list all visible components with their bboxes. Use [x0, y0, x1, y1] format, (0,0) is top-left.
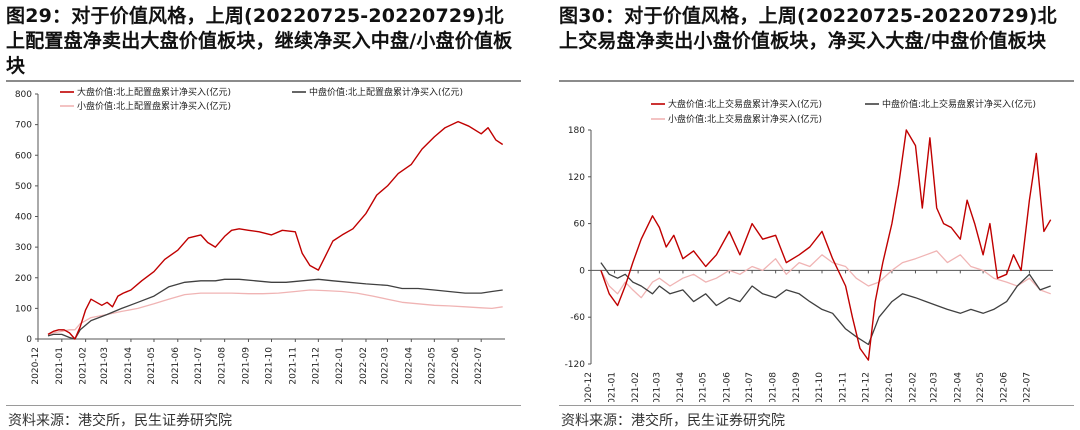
x-tick-label: 2021-04 — [124, 347, 134, 385]
x-tick-label: 2022-06 — [451, 347, 461, 385]
x-tick-label: 2021-03 — [100, 347, 110, 385]
series-line-large — [47, 120, 504, 340]
series-line-small — [47, 289, 503, 336]
figure-29-panel: 图29：对于价值风格，上周(20220725-20220729)北上配置盘净卖出… — [0, 0, 530, 430]
legend-label-mid: 中盘价值:北上交易盘累计净买入(亿元) — [882, 98, 1036, 110]
legend-label-large: 大盘价值:北上交易盘累计净买入(亿元) — [668, 98, 822, 110]
series-line-small — [600, 250, 1051, 299]
x-tick-label: 2022-04 — [953, 372, 963, 402]
x-tick-label: 2021-02 — [631, 372, 641, 402]
legend-label-large: 大盘价值:北上配置盘累计净买入(亿元) — [77, 86, 231, 98]
x-tick-label: 2022-01 — [885, 372, 895, 402]
x-tick-label: 2021-03 — [652, 372, 662, 402]
y-tick-label: 800 — [15, 90, 32, 100]
figure-title: 图29：对于价值风格，上周(20220725-20220729)北上配置盘净卖出… — [6, 5, 513, 77]
x-tick-label: 2022-07 — [474, 347, 484, 385]
x-tick-label: 2022-06 — [1000, 372, 1010, 402]
y-tick-label: 400 — [15, 213, 32, 223]
x-tick-label: 2021-11 — [839, 372, 849, 402]
x-tick-label: 2021-01 — [608, 372, 618, 402]
x-tick-label: 2021-09 — [241, 347, 251, 385]
y-tick-label: -60 — [570, 313, 585, 323]
x-tick-label: 2020-12 — [31, 347, 41, 385]
y-tick-label: 0 — [26, 335, 32, 345]
figure-source: 资料来源：港交所，民生证券研究院 — [561, 413, 785, 429]
y-tick-label: 500 — [15, 182, 32, 192]
x-tick-label: 2021-10 — [815, 372, 825, 402]
x-tick-label: 2021-08 — [218, 347, 228, 385]
x-tick-label: 2022-03 — [930, 372, 940, 402]
x-tick-label: 2021-04 — [676, 372, 686, 402]
x-tick-label: 2021-09 — [792, 372, 802, 402]
x-tick-label: 2022-05 — [976, 372, 986, 402]
legend-label-small: 小盘价值:北上配置盘累计净买入(亿元) — [77, 100, 231, 112]
title-divider — [6, 80, 521, 82]
line-chart-config-flow: 0 100 200 300 400 500 600 700 800 2020-12 2021-01 2… — [15, 86, 505, 385]
y-tick-label: 600 — [15, 151, 32, 161]
source-divider — [6, 405, 521, 406]
x-tick-label: 2020-12 — [584, 372, 594, 402]
x-tick-label: 2021-12 — [861, 372, 871, 402]
x-tick-label: 2021-08 — [769, 372, 779, 402]
x-tick-label: 2021-02 — [79, 347, 89, 385]
y-tick-label: 700 — [15, 121, 32, 131]
y-tick-label: 100 — [15, 304, 32, 314]
x-tick-label: 2022-07 — [1022, 372, 1032, 402]
x-tick-label: 2021-06 — [171, 347, 181, 385]
legend-label-mid: 中盘价值:北上配置盘累计净买入(亿元) — [309, 86, 463, 98]
x-tick-label: 2022-01 — [335, 347, 345, 385]
x-tick-label: 2021-07 — [194, 347, 204, 385]
x-tick-label: 2022-04 — [404, 347, 414, 385]
line-chart-trading-flow: -120 -60 0 60 120 180 2020-12 2021-01 2021-02 202… — [565, 98, 1053, 402]
x-tick-label: 2022-03 — [380, 347, 390, 385]
y-tick-label: 300 — [15, 243, 32, 253]
series-line-large — [600, 129, 1052, 361]
x-tick-label: 2022-02 — [359, 347, 369, 385]
x-tick-label: 2021-12 — [311, 347, 321, 385]
series-line-mid — [600, 262, 1051, 346]
y-tick-label: -120 — [565, 360, 586, 370]
figure-source: 资料来源：港交所，民生证券研究院 — [8, 413, 232, 429]
y-tick-label: 180 — [568, 126, 585, 136]
x-tick-label: 2021-11 — [288, 347, 298, 385]
x-tick-label: 2021-06 — [722, 372, 732, 402]
figure-title: 图30：对于价值风格，上周(20220725-20220729)北上交易盘净卖出… — [559, 5, 1057, 52]
x-tick-label: 2021-01 — [55, 347, 65, 385]
series-line-mid — [47, 278, 503, 340]
x-tick-label: 2022-05 — [427, 347, 437, 385]
x-tick-label: 2021-10 — [265, 347, 275, 385]
y-tick-label: 60 — [574, 220, 586, 230]
x-tick-label: 2021-05 — [699, 372, 709, 402]
title-divider — [559, 80, 1074, 82]
legend-label-small: 小盘价值:北上交易盘累计净买入(亿元) — [668, 113, 822, 125]
x-tick-label: 2021-07 — [745, 372, 755, 402]
y-tick-label: 120 — [568, 173, 585, 183]
x-tick-label: 2021-05 — [147, 347, 157, 385]
y-tick-label: 200 — [15, 274, 32, 284]
figure-30-panel: 图30：对于价值风格，上周(20220725-20220729)北上交易盘净卖出… — [553, 0, 1080, 430]
x-tick-label: 2022-02 — [908, 372, 918, 402]
source-divider — [559, 405, 1074, 406]
y-tick-label: 0 — [579, 266, 585, 276]
